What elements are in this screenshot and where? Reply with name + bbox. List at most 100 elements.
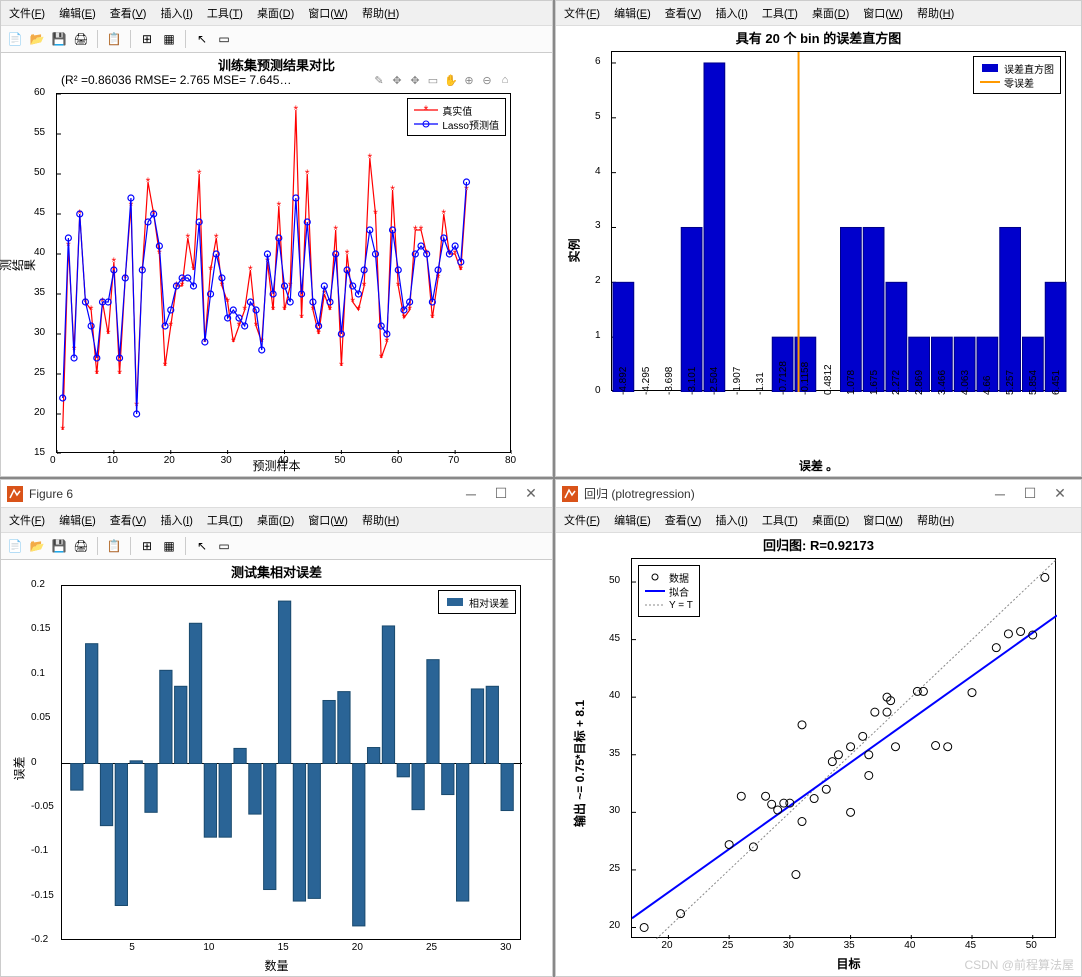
layout-button[interactable]: ⊞ (137, 29, 157, 49)
menu-item[interactable]: 插入(I) (160, 5, 192, 21)
svg-text:*: * (350, 295, 355, 309)
xlabel: 误差 。 (556, 457, 1081, 474)
menu-item[interactable]: 文件(F) (564, 5, 600, 21)
menu-item[interactable]: 工具(T) (207, 5, 243, 21)
open-button[interactable]: 📂 (27, 536, 47, 556)
copy-button[interactable]: 📋 (104, 29, 124, 49)
svg-text:*: * (367, 151, 372, 165)
save-button[interactable]: 💾 (49, 29, 69, 49)
toolbar: 📄📂💾🖨 📋 ⊞▦ ↖▭ (1, 26, 552, 53)
close-button[interactable]: ✕ (516, 485, 546, 502)
menu-item[interactable]: 桌面(D) (257, 5, 294, 21)
inspect-button[interactable]: ▭ (214, 536, 234, 556)
menu-item[interactable]: 帮助(H) (917, 512, 954, 528)
toolbar: 📄📂💾🖨 📋 ⊞▦ ↖▭ (1, 533, 552, 560)
save-button[interactable]: 💾 (49, 536, 69, 556)
menu-item[interactable]: 帮助(H) (362, 5, 399, 21)
axes-train: ****************************************… (56, 93, 511, 453)
menu-item[interactable]: 窗口(W) (308, 512, 348, 528)
menu-item[interactable]: 插入(I) (160, 512, 192, 528)
watermark: CSDN @前程算法屋 (964, 956, 1074, 973)
arrow-button[interactable]: ↖ (192, 536, 212, 556)
legend-hist: 误差直方图零误差 (973, 56, 1061, 94)
open-button[interactable]: 📂 (27, 29, 47, 49)
menu-item[interactable]: 工具(T) (762, 512, 798, 528)
zoom-in-icon[interactable]: ⊕ (462, 73, 476, 87)
menu-item[interactable]: 文件(F) (9, 512, 45, 528)
maximize-button[interactable]: ☐ (1015, 485, 1045, 502)
menu-item[interactable]: 插入(I) (715, 512, 747, 528)
svg-text:*: * (356, 303, 361, 317)
svg-text:*: * (197, 167, 202, 181)
menu-item[interactable]: 文件(F) (9, 5, 45, 21)
menu-item[interactable]: 桌面(D) (812, 5, 849, 21)
menu-item[interactable]: 窗口(W) (863, 512, 903, 528)
svg-text:*: * (299, 311, 304, 325)
layout-button[interactable]: ⊞ (137, 536, 157, 556)
menu-item[interactable]: 桌面(D) (257, 512, 294, 528)
svg-text:*: * (146, 175, 151, 189)
print-button[interactable]: 🖨 (71, 536, 91, 556)
figure-pane-bottom-left: Figure 6 ─ ☐ ✕ 文件(F)编辑(E)查看(V)插入(I)工具(T)… (0, 479, 553, 977)
pan-icon[interactable]: ✥ (408, 73, 422, 87)
home-icon[interactable]: ⌂ (498, 73, 512, 87)
pan-icon[interactable]: ✥ (390, 73, 404, 87)
minimize-button[interactable]: ─ (985, 486, 1015, 502)
brush-icon[interactable]: ✎ (372, 73, 386, 87)
svg-text:*: * (333, 223, 338, 237)
plot-area-regression: 回归图: R=0.92173 数据拟合Y = T 目标 输出 ~= 0.75*目… (556, 533, 1081, 976)
figure-tool-icons[interactable]: ✎ ✥ ✥ ▭ ✋ ⊕ ⊖ ⌂ (372, 73, 512, 87)
new-button[interactable]: 📄 (5, 29, 25, 49)
menu-item[interactable]: 窗口(W) (308, 5, 348, 21)
svg-text:*: * (106, 327, 111, 341)
menu-item[interactable]: 查看(V) (110, 5, 147, 21)
menu-item[interactable]: 帮助(H) (362, 512, 399, 528)
grid-button[interactable]: ▦ (159, 536, 179, 556)
menu-item[interactable]: 查看(V) (110, 512, 147, 528)
svg-text:*: * (242, 303, 247, 317)
svg-text:*: * (185, 231, 190, 245)
inspect-button[interactable]: ▭ (214, 29, 234, 49)
menu-item[interactable]: 窗口(W) (863, 5, 903, 21)
menu-item[interactable]: 工具(T) (207, 512, 243, 528)
svg-text:*: * (379, 351, 384, 365)
menu-item[interactable]: 查看(V) (665, 5, 702, 21)
plot-area-relerr: 测试集相对误差 相对误差 数量 误差 51015202530-0.2-0.15-… (1, 560, 552, 976)
menu-item[interactable]: 文件(F) (564, 512, 600, 528)
window-title: 回归 (plotregression) (584, 485, 695, 502)
menu-item[interactable]: 编辑(E) (614, 512, 651, 528)
menu-item[interactable]: 桌面(D) (812, 512, 849, 528)
axes-regression: 数据拟合Y = T (631, 558, 1056, 938)
menu-item[interactable]: 插入(I) (715, 5, 747, 21)
arrow-button[interactable]: ↖ (192, 29, 212, 49)
menu-item[interactable]: 工具(T) (762, 5, 798, 21)
svg-text:*: * (362, 279, 367, 293)
matlab-icon (562, 486, 578, 502)
grid-button[interactable]: ▦ (159, 29, 179, 49)
svg-text:*: * (373, 207, 378, 221)
svg-text:*: * (117, 367, 122, 381)
legend-regression: 数据拟合Y = T (638, 565, 700, 617)
svg-text:*: * (248, 263, 253, 277)
ylabel: 误差 (11, 756, 28, 780)
svg-text:*: * (208, 263, 213, 277)
menu-item[interactable]: 帮助(H) (917, 5, 954, 21)
copy-button[interactable]: 📋 (104, 536, 124, 556)
menubar: 文件(F) 编辑(E) 查看(V) 插入(I) 工具(T) 桌面(D) 窗口(W) 帮助(H) (1, 1, 552, 26)
menu-item[interactable]: 查看(V) (665, 512, 702, 528)
print-button[interactable]: 🖨 (71, 29, 91, 49)
menu-item[interactable]: 编辑(E) (614, 5, 651, 21)
ylabel: 预测结果 (0, 256, 36, 273)
menu-item[interactable]: 编辑(E) (59, 5, 96, 21)
chart-title: 具有 20 个 bin 的误差直方图 (556, 28, 1081, 47)
menu-item[interactable]: 编辑(E) (59, 512, 96, 528)
svg-text:*: * (441, 207, 446, 221)
hand-icon[interactable]: ✋ (444, 73, 458, 87)
zoom-out-icon[interactable]: ⊖ (480, 73, 494, 87)
rect-icon[interactable]: ▭ (426, 73, 440, 87)
close-button[interactable]: ✕ (1045, 485, 1075, 502)
matlab-icon (7, 486, 23, 502)
new-button[interactable]: 📄 (5, 536, 25, 556)
maximize-button[interactable]: ☐ (486, 485, 516, 502)
minimize-button[interactable]: ─ (456, 486, 486, 502)
